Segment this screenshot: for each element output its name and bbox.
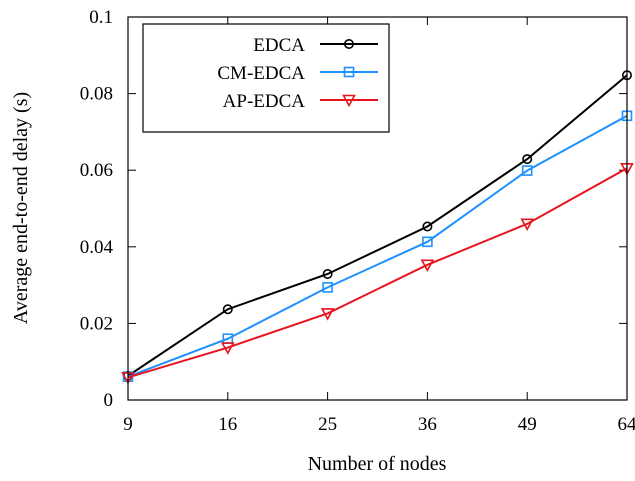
legend-label: AP-EDCA [223,91,306,112]
legend-marker [343,66,355,78]
data-point [522,154,533,165]
data-point [320,308,335,321]
series-cm-edca [122,110,633,382]
series-layer [121,70,634,385]
data-point [420,259,435,272]
legend-box [142,23,390,133]
y-tick-label: 0 [104,390,114,411]
series-edca [123,70,632,381]
legend: EDCA CM-EDCA AP-EDCA [142,23,390,133]
legend-label: EDCA [253,35,305,56]
data-point [422,221,433,232]
x-tick-label: 49 [518,414,537,435]
x-tick-label: 9 [123,414,133,435]
y-tick-label: 0.04 [80,237,114,258]
y-axis-label: Average end-to-end delay (s) [10,92,32,324]
data-point [520,218,535,231]
series-line [127,167,628,379]
data-point [322,282,333,293]
legend-entry: CM-EDCA [217,63,378,84]
x-tick-label: 64 [618,414,635,435]
legend-entry: EDCA [253,35,378,56]
data-point [222,304,233,315]
data-point [322,268,333,279]
y-tick-label: 0.02 [80,313,113,334]
data-point [220,342,235,355]
x-tick-label: 36 [418,414,437,435]
legend-entries: EDCA CM-EDCA AP-EDCA [217,35,378,112]
x-tick-label: 16 [218,414,237,435]
y-tick-label: 0.06 [80,160,113,181]
data-point [422,236,433,248]
legend-marker [343,38,354,49]
series-line [127,114,628,378]
x-tick-label: 25 [318,414,337,435]
y-axis-ticks: 0 0.02 0.04 0.06 0.08 0.1 [80,7,627,411]
plot-frame [127,16,628,401]
legend-entry: AP-EDCA [223,91,378,112]
y-tick-label: 0.1 [89,7,113,28]
legend-marker [342,94,356,108]
y-tick-label: 0.08 [80,84,113,105]
x-axis-label: Number of nodes [308,453,447,475]
data-point [521,165,533,176]
series-line [127,74,628,377]
legend-label: CM-EDCA [217,63,305,84]
x-axis-ticks: 9 16 25 36 49 64 [123,17,635,435]
